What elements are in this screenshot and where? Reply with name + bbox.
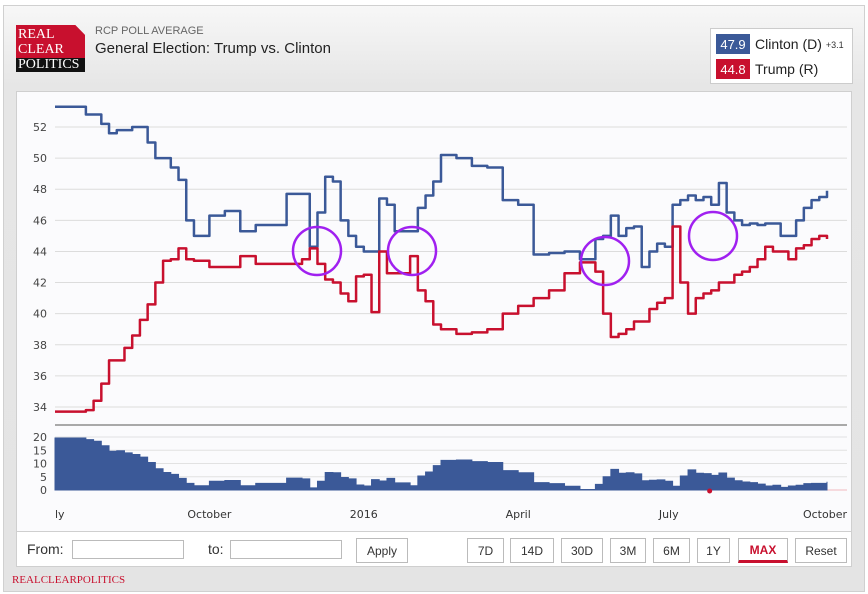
clinton-label: Clinton (D) (755, 36, 822, 52)
range-30d-button[interactable]: 30D (561, 538, 603, 563)
clinton-line[interactable] (55, 105, 829, 269)
annotation-circle (687, 210, 739, 262)
chart-area: 34 36 38 40 42 44 46 48 50 52 0 5 10 15 20 ly October 2… (16, 91, 852, 532)
date-range-controls: From: to: Apply 7D 14D 30D 3M 6M 1Y MAX … (16, 532, 852, 567)
from-date-input[interactable] (72, 540, 184, 559)
legend-item-clinton[interactable]: 47.9 Clinton (D) +3.1 (716, 34, 844, 54)
to-label: to: (208, 541, 224, 557)
y-tick-label: 36 (33, 370, 47, 383)
range-max-button[interactable]: MAX (738, 538, 788, 563)
range-1y-button[interactable]: 1Y (697, 538, 730, 563)
x-tick-label: 2016 (350, 508, 378, 521)
clinton-spread: +3.1 (825, 40, 844, 50)
trump-line[interactable] (55, 225, 829, 413)
y-tick-label: 38 (33, 339, 47, 352)
y-tick-label: 46 (33, 214, 47, 227)
logo-line-2: CLEAR (18, 42, 64, 57)
trump-value-badge: 44.8 (716, 59, 750, 79)
legend: 47.9 Clinton (D) +3.1 44.8 Trump (R) (710, 28, 853, 84)
page-subtitle: RCP POLL AVERAGE (95, 25, 204, 37)
y-tick-label: 44 (33, 245, 47, 258)
x-tick-label: April (506, 508, 531, 521)
spread-y-tick-label: 10 (33, 458, 47, 471)
spread-area[interactable] (54, 437, 828, 491)
annotation-circle (386, 225, 438, 277)
rcp-logo: REAL CLEAR POLITICS (16, 25, 85, 72)
trump-label: Trump (R) (755, 61, 819, 77)
spread-negative-marker (707, 488, 713, 494)
y-tick-label: 48 (33, 183, 47, 196)
logo-line-3: POLITICS (18, 57, 80, 72)
x-tick-label: July (658, 508, 679, 521)
y-tick-label: 40 (33, 308, 47, 321)
y-tick-label: 52 (33, 121, 47, 134)
x-tick-label: October (187, 508, 231, 521)
y-tick-label: 50 (33, 152, 47, 165)
annotation-circle (579, 235, 631, 287)
spread-y-tick-label: 5 (40, 471, 47, 484)
clinton-value-badge: 47.9 (716, 34, 750, 54)
spread-y-tick-label: 15 (33, 444, 47, 457)
apply-button[interactable]: Apply (356, 538, 408, 563)
range-6m-button[interactable]: 6M (653, 538, 690, 563)
footer-brand: REALCLEARPOLITICS (12, 574, 126, 586)
range-7d-button[interactable]: 7D (467, 538, 504, 563)
y-tick-label: 34 (33, 401, 47, 414)
spread-y-tick-label: 0 (40, 484, 47, 497)
y-tick-label: 42 (33, 277, 47, 290)
from-label: From: (27, 541, 64, 557)
legend-item-trump[interactable]: 44.8 Trump (R) (716, 59, 818, 79)
range-14d-button[interactable]: 14D (510, 538, 554, 563)
reset-button[interactable]: Reset (795, 538, 847, 563)
x-tick-label: October (803, 508, 847, 521)
logo-black-block (16, 58, 85, 72)
range-3m-button[interactable]: 3M (610, 538, 646, 563)
spread-y-tick-label: 20 (33, 431, 47, 444)
x-tick-label: ly (55, 508, 65, 521)
page-title: General Election: Trump vs. Clinton (95, 40, 331, 57)
to-date-input[interactable] (230, 540, 342, 559)
annotation-circle (291, 225, 343, 277)
logo-red-block (16, 25, 85, 58)
logo-line-1: REAL (18, 27, 55, 42)
